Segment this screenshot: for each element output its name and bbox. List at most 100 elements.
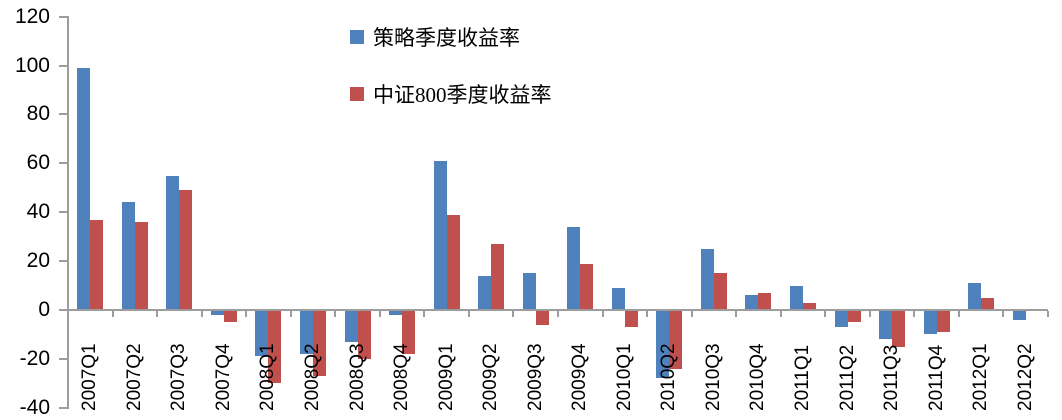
y-axis-tick [59, 260, 68, 263]
x-tick-label: 2011Q3 [881, 344, 903, 411]
x-axis-tick [1002, 311, 1005, 317]
x-tick-label: 2007Q4 [212, 343, 234, 411]
red-bar-2007Q4 [223, 310, 237, 323]
blue-bar-2009Q4 [567, 226, 581, 310]
x-axis-tick [334, 311, 337, 317]
legend: 策略季度收益率 中证800季度收益率 [350, 22, 552, 109]
x-axis-tick [868, 311, 871, 317]
y-axis-tick [59, 64, 68, 67]
blue-bar-2011Q2 [834, 310, 848, 328]
x-axis-tick [512, 311, 515, 317]
x-tick-label: 2011Q2 [836, 344, 858, 411]
x-axis-tick [957, 311, 960, 317]
y-axis-tick [59, 211, 68, 214]
x-axis-tick [690, 311, 693, 317]
red-bar-2010Q2 [669, 310, 683, 369]
red-bar-2009Q4 [580, 263, 594, 310]
red-bar-2008Q2 [313, 310, 326, 376]
x-axis-tick [824, 311, 827, 317]
x-tick-label: 2012Q1 [970, 343, 992, 411]
x-axis-tick [423, 311, 426, 317]
legend-item-strategy: 策略季度收益率 [350, 22, 552, 52]
x-axis-tick [646, 311, 649, 317]
blue-bar-2007Q3 [166, 175, 180, 310]
x-tick-label: 2011Q4 [925, 344, 947, 411]
x-tick-label: 2011Q1 [792, 344, 813, 411]
y-tick-label: 100 [14, 53, 50, 77]
y-tick-label: 80 [26, 102, 50, 126]
red-bar-2012Q1 [981, 297, 995, 310]
x-tick-label: 2007Q3 [168, 343, 190, 411]
x-tick-label: 2009Q2 [480, 343, 502, 411]
y-axis-tick [59, 15, 68, 18]
red-bar-2007Q1 [90, 219, 104, 310]
y-tick-label: 120 [14, 4, 50, 28]
red-bar-2011Q3 [892, 310, 906, 347]
blue-bar-2009Q2 [478, 275, 492, 310]
blue-bar-2007Q1 [77, 68, 91, 310]
x-axis-tick [913, 311, 916, 317]
red-bar-2009Q2 [491, 244, 505, 310]
blue-bar-2009Q1 [433, 160, 447, 310]
red-bar-2010Q3 [713, 273, 727, 310]
red-bar-2010Q1 [624, 310, 638, 328]
x-axis-tick [779, 311, 782, 317]
red-bar-2009Q3 [535, 310, 549, 325]
x-tick-label: 2008Q4 [391, 343, 413, 411]
x-tick-label: 2009Q3 [524, 343, 546, 411]
x-tick-label: 2010Q3 [702, 343, 724, 411]
blue-bar-2009Q3 [522, 273, 536, 310]
blue-bar-2008Q4 [389, 310, 403, 315]
blue-bar-2008Q1 [255, 310, 269, 357]
x-axis-tick [557, 311, 559, 317]
y-axis-tick [59, 113, 68, 116]
legend-item-csi800: 中证800季度收益率 [350, 79, 552, 109]
blue-bar-2010Q4 [745, 295, 759, 310]
y-axis-tick [59, 162, 68, 165]
blue-bar-2010Q1 [611, 288, 625, 310]
x-tick-label: 2007Q1 [79, 343, 101, 411]
blue-bar-2010Q3 [700, 248, 714, 310]
x-tick-label: 2012Q2 [1014, 343, 1036, 411]
legend-label-strategy: 策略季度收益率 [373, 26, 520, 50]
y-tick-label: 40 [26, 200, 50, 224]
x-tick-label: 2008Q2 [302, 343, 323, 411]
x-axis-tick [156, 311, 159, 317]
blue-bar-2011Q4 [923, 310, 937, 335]
y-tick-label: 60 [26, 151, 50, 175]
x-axis-tick [601, 311, 604, 317]
blue-bar-2007Q4 [210, 310, 224, 315]
red-bar-2008Q1 [268, 310, 282, 384]
x-axis-tick [67, 311, 69, 317]
y-axis-tick [59, 406, 68, 409]
x-axis-tick [467, 311, 470, 317]
blue-bar-2012Q2 [1012, 310, 1026, 320]
red-bar-2011Q4 [936, 310, 950, 332]
x-tick-label: 2008Q3 [346, 343, 368, 411]
blue-bar-2008Q2 [300, 310, 313, 354]
red-bar-2007Q2 [134, 222, 148, 310]
x-tick-label: 2008Q1 [257, 343, 279, 411]
x-axis-tick [289, 311, 292, 317]
x-axis-tick [111, 311, 114, 317]
blue-bar-2008Q3 [344, 310, 358, 342]
y-tick-label: 20 [26, 249, 50, 273]
y-tick-label: 0 [38, 298, 50, 321]
legend-label-csi800: 中证800季度收益率 [373, 83, 552, 107]
red-bar-2008Q4 [402, 310, 416, 354]
x-axis-tick [1047, 311, 1049, 317]
blue-bar-2010Q2 [656, 310, 670, 379]
x-tick-label: 2010Q2 [658, 343, 680, 411]
blue-bar-2011Q3 [879, 310, 893, 340]
x-tick-label: 2009Q4 [569, 343, 591, 411]
x-axis-line [59, 309, 1048, 311]
blue-bar-2011Q1 [790, 285, 803, 310]
blue-bar-2007Q2 [121, 202, 135, 310]
x-tick-label: 2010Q4 [747, 343, 769, 411]
y-tick-label: -20 [19, 346, 50, 370]
red-bar-2011Q2 [847, 310, 861, 323]
red-bar-2008Q3 [357, 310, 371, 359]
blue-bar-2012Q1 [968, 283, 982, 310]
x-axis-tick [245, 311, 248, 317]
